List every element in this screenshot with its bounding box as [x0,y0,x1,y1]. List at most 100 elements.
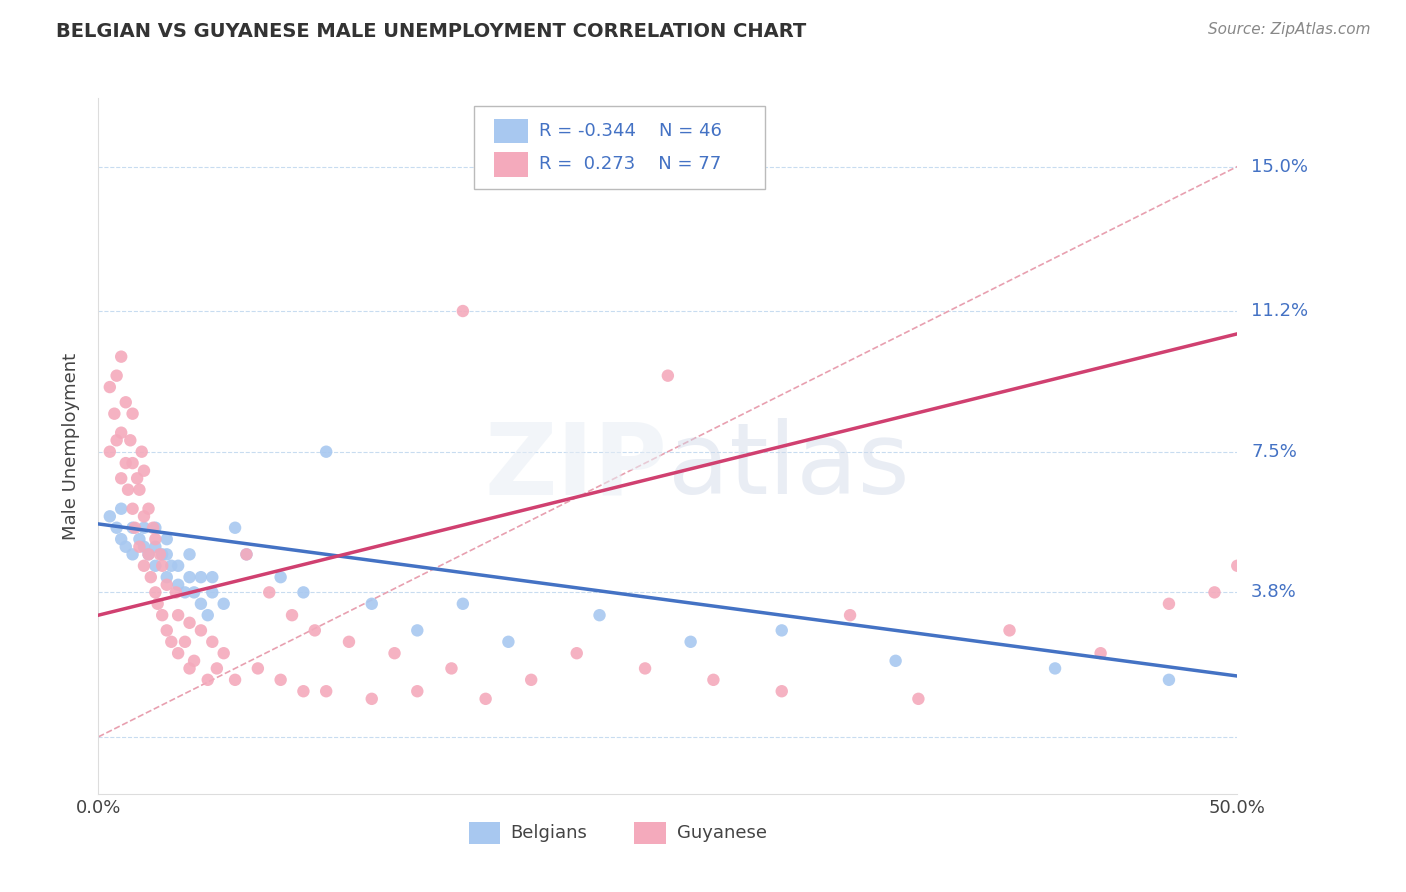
FancyBboxPatch shape [474,106,765,188]
Point [440,661,463,675]
Point [167,608,190,623]
Point [197,608,219,623]
Point [110,471,132,485]
Point [315,684,337,698]
Point [270,570,292,584]
Point [145,585,167,599]
Point [246,661,269,675]
Point [205,661,228,675]
Text: atlas: atlas [668,418,910,516]
Point [702,673,724,687]
Point [304,624,326,638]
Point [174,585,197,599]
Point [292,684,315,698]
Point [474,691,496,706]
Point [124,521,146,535]
Point [839,608,862,623]
Point [1157,673,1180,687]
Point [212,646,235,660]
Point [103,407,125,421]
Point [235,547,257,561]
Point [98,444,121,458]
Point [224,673,246,687]
FancyBboxPatch shape [494,119,527,144]
Point [138,547,160,561]
Point [174,635,197,649]
Point [98,380,121,394]
Point [190,624,212,638]
Point [150,608,173,623]
Point [167,578,190,592]
Point [128,540,150,554]
Point [110,532,132,546]
Point [121,547,143,561]
Text: Source: ZipAtlas.com: Source: ZipAtlas.com [1208,22,1371,37]
Point [235,547,257,561]
Point [138,547,160,561]
Point [179,661,201,675]
Text: 3.8%: 3.8% [1251,583,1296,601]
Point [132,464,155,478]
Point [1043,661,1066,675]
Point [183,585,205,599]
Point [132,509,155,524]
Point [315,444,337,458]
Point [565,646,588,660]
Point [657,368,679,383]
Point [105,434,128,448]
Point [139,570,162,584]
Point [131,444,153,458]
Point [114,456,136,470]
Point [281,608,304,623]
Point [156,570,179,584]
Point [190,570,212,584]
Point [337,635,360,649]
Point [770,684,793,698]
Point [142,521,165,535]
Point [105,368,128,383]
Point [120,434,142,448]
Point [292,585,315,599]
FancyBboxPatch shape [468,822,501,844]
Point [1226,558,1249,573]
Point [117,483,139,497]
Point [360,691,382,706]
Point [150,558,173,573]
Point [156,624,179,638]
Point [156,532,179,546]
Point [179,615,201,630]
Point [406,624,429,638]
Point [149,547,172,561]
Point [127,471,149,485]
Point [156,578,179,592]
Point [451,304,474,318]
Point [145,532,167,546]
Point [212,597,235,611]
Point [167,646,190,660]
Point [110,350,132,364]
Point [114,395,136,409]
Point [160,558,183,573]
Point [360,597,382,611]
Point [167,558,190,573]
Point [190,597,212,611]
Text: 7.5%: 7.5% [1251,442,1298,460]
Point [110,501,132,516]
Point [224,521,246,535]
Point [183,654,205,668]
Point [201,585,224,599]
Point [132,540,155,554]
Point [150,547,173,561]
Point [520,673,543,687]
Point [105,521,128,535]
Point [146,597,169,611]
Point [110,425,132,440]
Point [679,635,702,649]
Point [128,532,150,546]
Point [114,540,136,554]
Text: Guyanese: Guyanese [676,824,766,842]
Point [201,635,224,649]
Point [128,483,150,497]
Point [145,540,167,554]
Point [451,597,474,611]
